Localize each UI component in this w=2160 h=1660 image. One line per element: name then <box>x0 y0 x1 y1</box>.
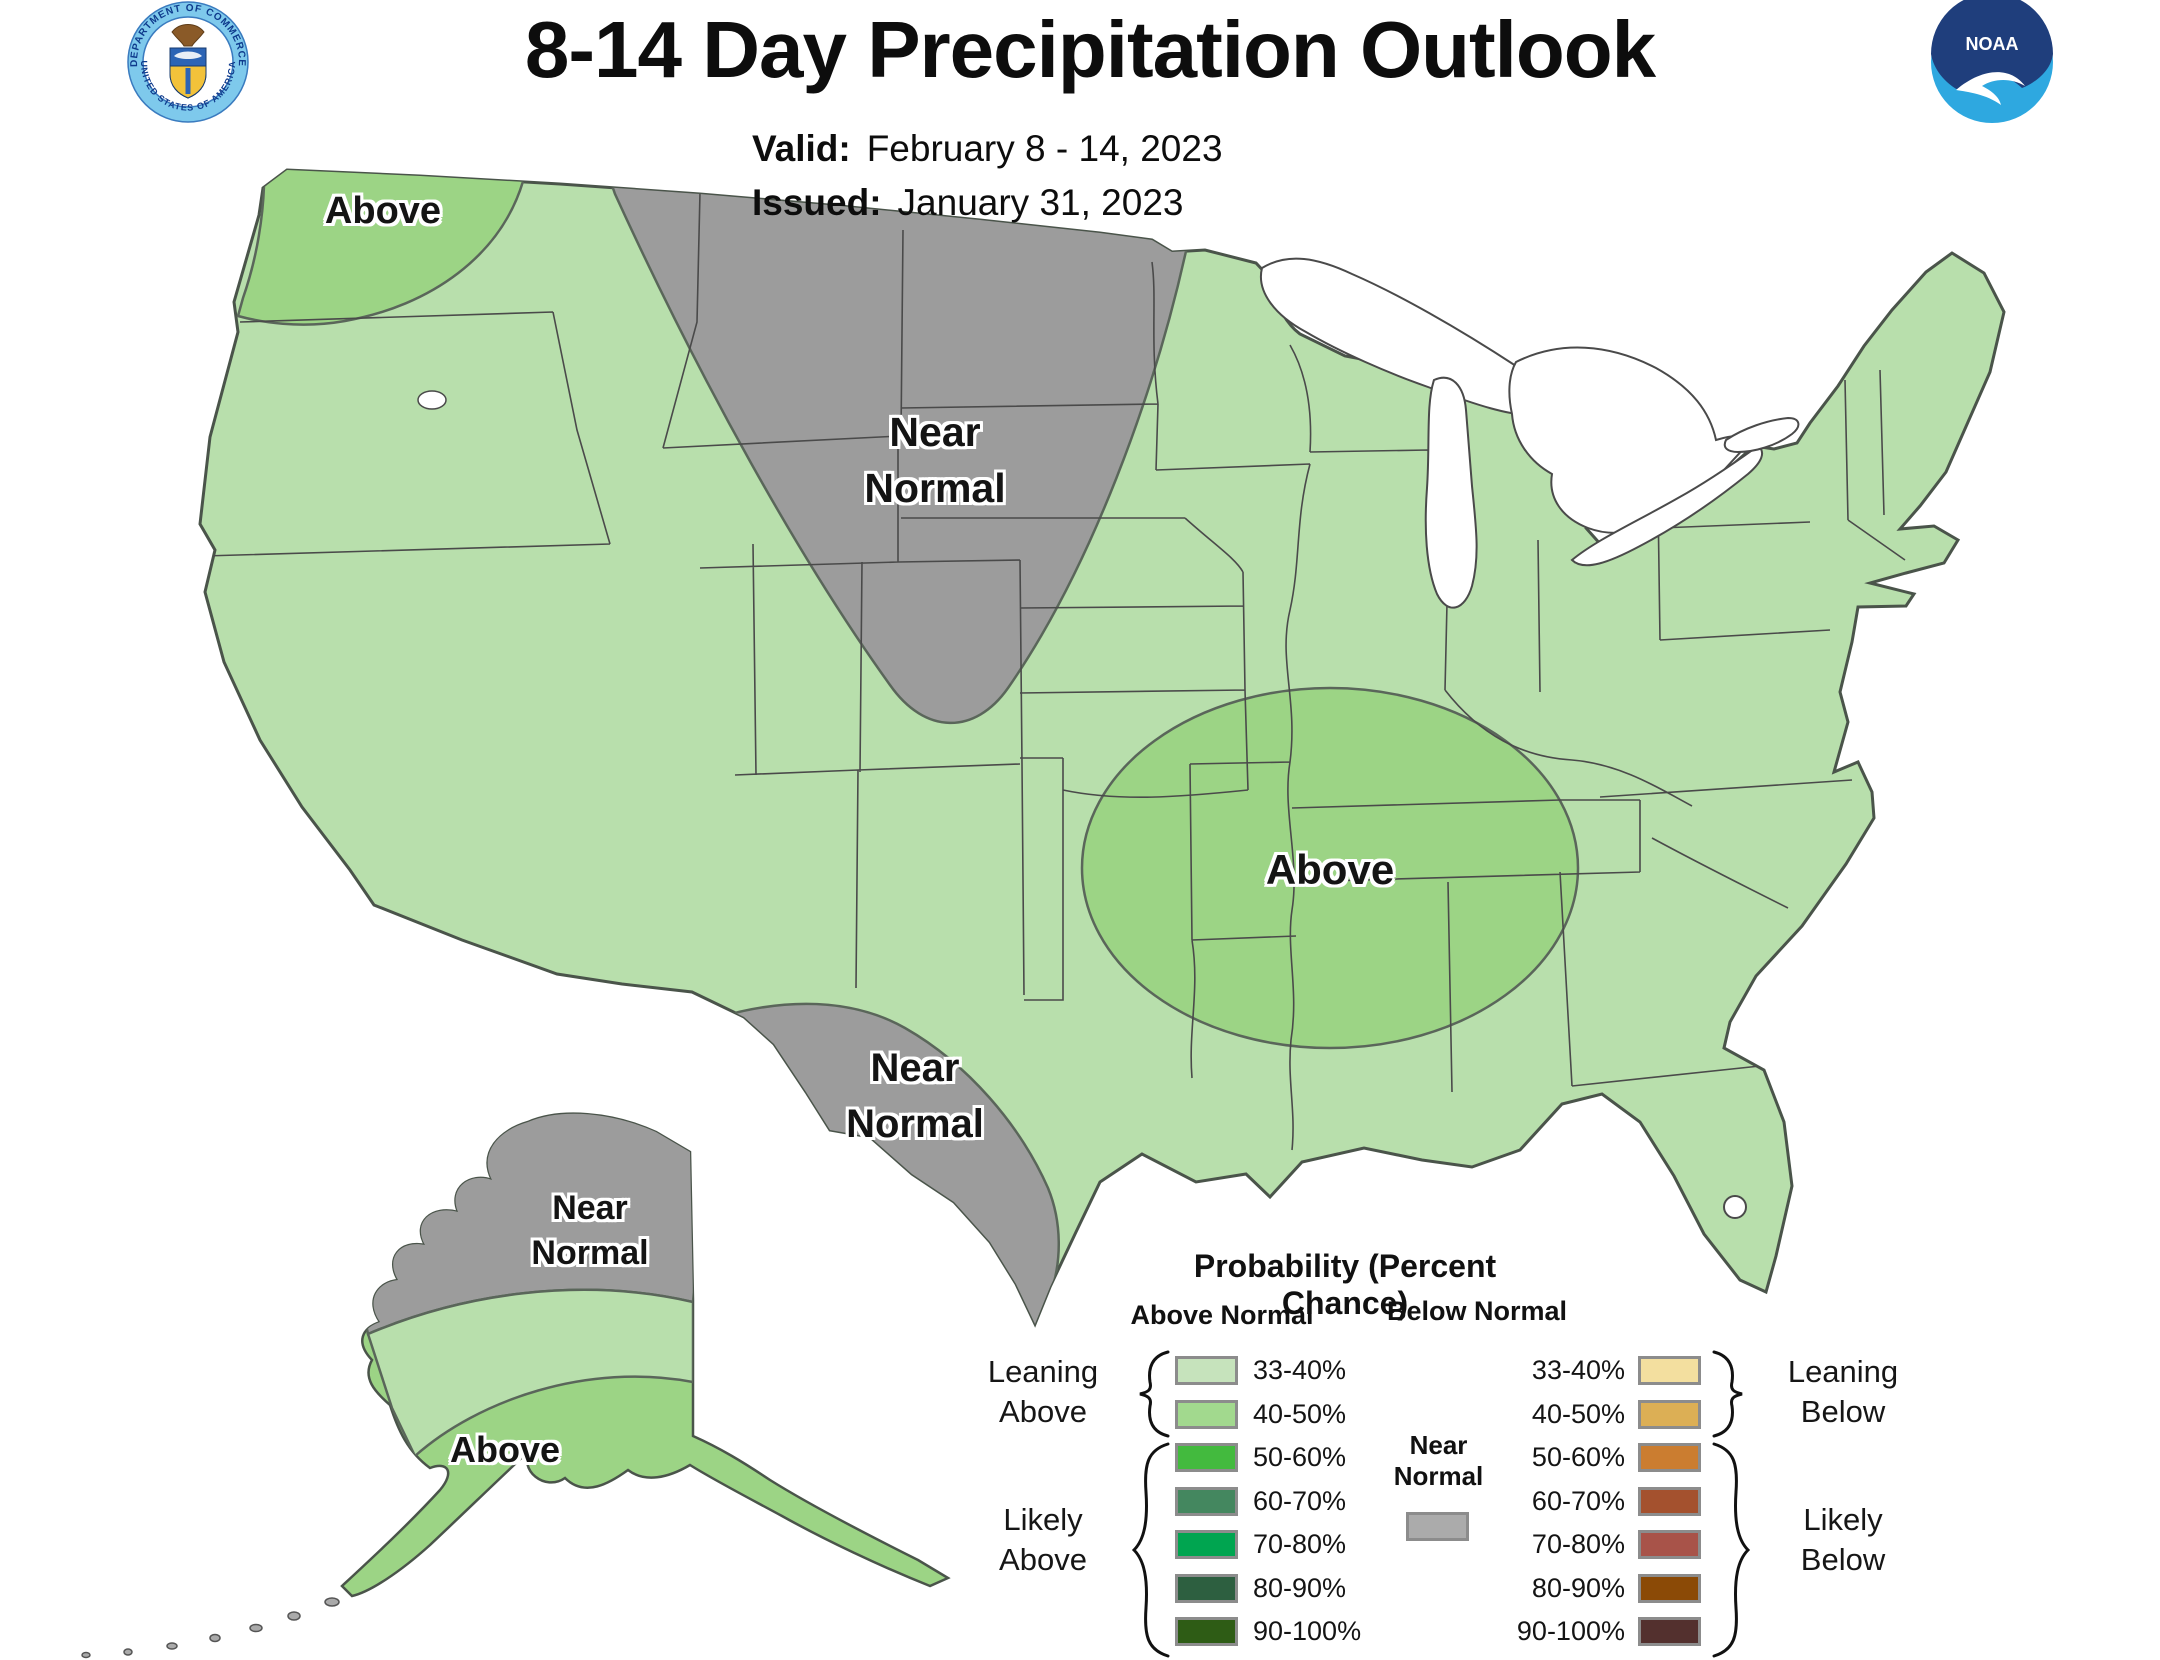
legend-range-above-70-80%: 70-80% <box>1253 1529 1347 1559</box>
legend-range-above-50-60%: 50-60% <box>1253 1442 1347 1472</box>
legend-header-above: Above Normal <box>1130 1300 1314 1330</box>
legend-group-likely-below: Likely Below <box>1800 1502 1886 1577</box>
legend-title: Probability (Percent Chance) <box>1193 1248 1497 1321</box>
issued-label: Issued: <box>752 182 882 223</box>
legend-range-below-80-90%: 80-90% <box>1531 1572 1625 1603</box>
page-title: 8-14 Day Precipitation Outlook <box>524 5 1656 94</box>
region-above-northwest <box>236 170 526 326</box>
region-leaning-above-alaska <box>366 1288 695 1459</box>
noaa-logo-text: NOAA <box>1966 34 2019 54</box>
legend-swatch-below-80-90% <box>1638 1573 1701 1603</box>
brace-leaning-above <box>1139 1350 1170 1438</box>
lake-okeechobee <box>1723 1195 1747 1219</box>
region-near-normal-north <box>598 170 1212 724</box>
legend-range-above-60-70%: 60-70% <box>1253 1485 1347 1516</box>
great-lakes <box>1259 257 1800 1219</box>
issued-value: January 31, 2023 <box>897 182 1184 223</box>
legend-range-above-33-40%: 33-40% <box>1253 1355 1347 1385</box>
legend-swatch-below-50-60% <box>1638 1443 1701 1472</box>
legend-swatch-above-80-90% <box>1175 1573 1238 1603</box>
map-label-above-northwest: Above <box>324 190 442 232</box>
valid-date-line: Valid: February 8 - 14, 2023 <box>752 128 1223 170</box>
legend-swatch-below-40-50% <box>1638 1399 1701 1429</box>
commerce-seal: DEPARTMENT OF COMMERCE UNITED STATES OF … <box>127 1 249 123</box>
legend-swatch-above-70-80% <box>1175 1530 1238 1559</box>
legend-range-below-50-60%: 50-60% <box>1531 1442 1625 1472</box>
legend-header-below: Below Normal <box>1386 1296 1568 1326</box>
lake-erie <box>1570 444 1764 567</box>
legend-swatch-above-60-70% <box>1175 1486 1238 1516</box>
legend-range-below-33-40%: 33-40% <box>1531 1355 1625 1385</box>
great-salt-lake <box>417 390 447 410</box>
map-label-near-normal-north: Near Normal <box>864 409 1006 511</box>
legend-near-normal-swatch <box>1406 1512 1469 1541</box>
brace-likely-below <box>1712 1442 1751 1658</box>
brace-leaning-below <box>1712 1350 1743 1438</box>
valid-label: Valid: <box>752 128 851 169</box>
legend-swatch-above-90-100% <box>1175 1617 1238 1646</box>
legend-range-above-80-90%: 80-90% <box>1253 1572 1347 1603</box>
legend-swatch-below-70-80% <box>1638 1530 1701 1559</box>
map-label-near-normal-texas: Near Normal <box>846 1046 984 1146</box>
legend-group-likely-above: Likely Above <box>999 1502 1087 1577</box>
issued-date-line: Issued: January 31, 2023 <box>752 182 1183 224</box>
legend-swatch-above-33-40% <box>1175 1356 1238 1385</box>
region-above-midsouth <box>1080 686 1580 1050</box>
legend-range-above-90-100%: 90-100% <box>1253 1616 1362 1646</box>
valid-value: February 8 - 14, 2023 <box>866 128 1223 169</box>
lake-ontario <box>1723 416 1800 454</box>
legend-range-below-70-80%: 70-80% <box>1531 1529 1625 1559</box>
map-label-above-midsouth: Above <box>1265 846 1395 893</box>
legend-braces <box>1131 1350 1751 1658</box>
legend-range-above-40-50%: 40-50% <box>1253 1398 1347 1429</box>
legend-range-below-40-50%: 40-50% <box>1531 1398 1625 1429</box>
legend-swatch-above-50-60% <box>1175 1443 1238 1472</box>
map-label-above-alaska: Above <box>449 1429 561 1470</box>
alaska-map <box>81 1112 950 1659</box>
legend-group-leaning-above: Leaning Above <box>987 1354 1099 1429</box>
noaa-logo: NOAA <box>1931 0 2053 123</box>
legend-range-below-60-70%: 60-70% <box>1531 1485 1625 1516</box>
legend-swatch-above-40-50% <box>1175 1399 1238 1429</box>
legend-swatch-below-90-100% <box>1638 1617 1701 1646</box>
legend-swatch-below-60-70% <box>1638 1486 1701 1516</box>
legend-near-normal-label: Near Normal <box>1393 1430 1484 1491</box>
map-label-near-normal-alaska: Near Normal <box>531 1189 649 1272</box>
legend-group-leaning-below: Leaning Below <box>1787 1354 1899 1429</box>
legend-swatch-below-33-40% <box>1638 1356 1701 1385</box>
brace-likely-above <box>1131 1442 1170 1658</box>
legend-range-below-90-100%: 90-100% <box>1516 1616 1625 1646</box>
aleutian-islands <box>81 1597 340 1659</box>
lake-michigan <box>1424 376 1478 609</box>
